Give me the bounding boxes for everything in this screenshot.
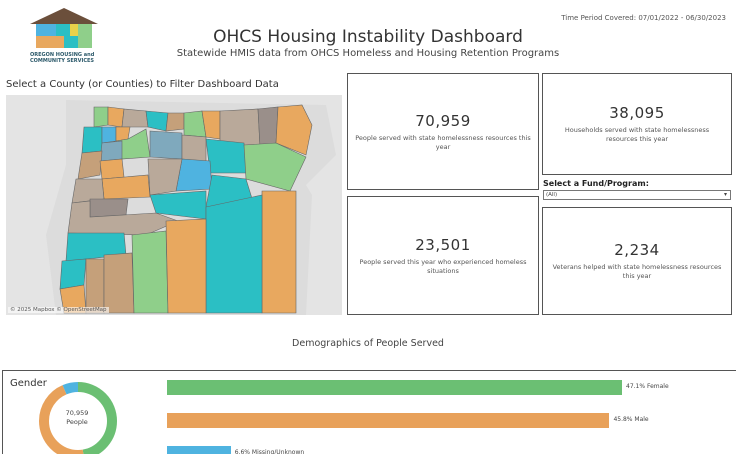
- county-baker[interactable]: [243, 142, 307, 192]
- gender-bar-label: 45.8% Male: [613, 416, 649, 423]
- county-benton[interactable]: [89, 198, 129, 218]
- kpi-description: Veterans helped with state homelessness …: [552, 263, 722, 280]
- kpi-people-served: 70,959 People served with state homeless…: [347, 73, 539, 190]
- county-hood-river[interactable]: [121, 108, 149, 128]
- chevron-down-icon[interactable]: ▾: [723, 191, 727, 198]
- oregon-county-map[interactable]: [6, 95, 342, 315]
- page-title: OHCS Housing Instability Dashboard: [213, 27, 523, 47]
- county-union[interactable]: [257, 106, 279, 148]
- time-period: Time Period Covered: 07/01/2022 - 06/30/…: [561, 14, 726, 22]
- gender-bar-male[interactable]: [167, 413, 610, 428]
- county-josephine[interactable]: [85, 258, 105, 314]
- gender-bar-row: 47.1% Female: [167, 380, 727, 395]
- kpi-value: 70,959: [415, 111, 471, 130]
- county-map[interactable]: © 2025 Mapbox © OpenStreetMap: [6, 95, 342, 315]
- county-sherman[interactable]: [165, 112, 185, 132]
- gender-bar-missing-unknown[interactable]: [167, 446, 231, 454]
- kpi-households-served: 38,095 Households served with state home…: [542, 73, 732, 175]
- page-subtitle: Statewide HMIS data from OHCS Homeless a…: [176, 48, 560, 59]
- fund-program-selected-value: (All): [546, 192, 558, 198]
- ohcs-logo: [30, 8, 98, 48]
- county-linn[interactable]: [101, 174, 151, 200]
- kpi-description: People served this year who experienced …: [359, 257, 527, 275]
- kpi-veterans-helped: 2,234 Veterans helped with state homeles…: [542, 207, 732, 315]
- county-yamhill[interactable]: [99, 140, 123, 162]
- donut-total: 70,959: [65, 409, 89, 417]
- county-jackson[interactable]: [103, 252, 135, 314]
- county-tillamook[interactable]: [81, 126, 103, 154]
- kpi-homeless-situations: 23,501 People served this year who exper…: [347, 196, 539, 315]
- kpi-value: 2,234: [614, 241, 660, 259]
- county-grant[interactable]: [205, 138, 247, 174]
- map-attribution[interactable]: © 2025 Mapbox © OpenStreetMap: [8, 307, 109, 313]
- donut-slice-missing-unknown[interactable]: [39, 382, 117, 454]
- kpi-description: People served with state homelessness re…: [355, 133, 531, 151]
- donut-slice-male[interactable]: [39, 382, 117, 454]
- gender-donut-chart[interactable]: [36, 379, 120, 454]
- county-polk[interactable]: [77, 150, 103, 180]
- county-jefferson[interactable]: [149, 130, 183, 160]
- county-malheur[interactable]: [261, 190, 297, 314]
- gender-label: Gender: [10, 378, 47, 389]
- gender-bar-label: 6.6% Missing/Unknown: [234, 449, 305, 454]
- gender-bar-female[interactable]: [167, 380, 622, 395]
- kpi-value: 38,095: [609, 104, 665, 122]
- county-washington[interactable]: [101, 126, 117, 144]
- demographics-title: Demographics of People Served: [292, 338, 444, 349]
- donut-center-text: 70,959 People: [47, 409, 107, 427]
- county-wheeler[interactable]: [181, 134, 207, 162]
- county-clatsop[interactable]: [93, 106, 109, 128]
- kpi-value: 23,501: [415, 235, 471, 254]
- fund-program-filter-label: Select a Fund/Program:: [543, 179, 649, 188]
- gender-bar-row: 45.8% Male: [167, 413, 727, 428]
- county-wallowa[interactable]: [275, 104, 313, 156]
- donut-unit: People: [66, 418, 88, 426]
- county-harney[interactable]: [205, 194, 263, 314]
- county-coos[interactable]: [59, 258, 87, 290]
- logo-text: OREGON HOUSING and COMMUNITY SERVICES: [30, 52, 95, 64]
- county-klamath[interactable]: [131, 230, 169, 314]
- gender-bar-row: 6.6% Missing/Unknown: [167, 446, 727, 454]
- county-lake[interactable]: [165, 218, 207, 314]
- county-deschutes[interactable]: [147, 158, 183, 196]
- county-columbia[interactable]: [107, 106, 125, 128]
- fund-program-select[interactable]: (All) ▾: [543, 190, 731, 200]
- gender-bar-label: 47.1% Female: [626, 383, 669, 390]
- county-marion[interactable]: [99, 158, 125, 180]
- kpi-description: Households served with state homelessnes…: [564, 126, 710, 143]
- gender-panel: Gender 70,959 People 47.1% Female 45.8% M…: [2, 370, 736, 454]
- map-label: Select a County (or Counties) to Filter …: [6, 79, 279, 90]
